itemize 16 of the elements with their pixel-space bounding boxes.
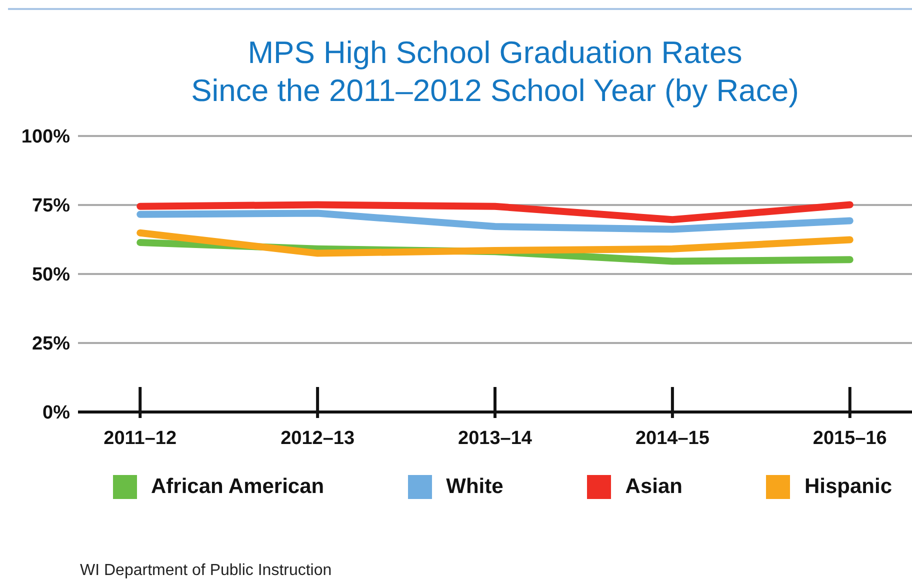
x-tick-label: 2013–14 (458, 428, 532, 449)
legend-label: Hispanic (804, 475, 892, 499)
legend-label: African American (151, 475, 324, 499)
y-tick-label: 75% (32, 196, 70, 217)
legend-label: White (446, 475, 504, 499)
chart-title: MPS High School Graduation Rates Since the 2011–2012 School Year (by Race) (190, 34, 800, 110)
y-tick-label: 50% (32, 264, 70, 286)
text: WI Department of Public Instruction (80, 562, 332, 580)
x-tick-label: 2012–13 (280, 428, 355, 449)
x-tick-label: 2015–16 (812, 428, 887, 449)
x-tick-label: 2011–12 (104, 428, 177, 449)
legend-label: Asian (625, 475, 682, 499)
x-tick-label: 2014–15 (635, 428, 710, 449)
y-tick-label: 0% (42, 402, 70, 424)
y-tick-label: 100% (21, 126, 70, 148)
y-tick-label: 25% (32, 334, 70, 355)
